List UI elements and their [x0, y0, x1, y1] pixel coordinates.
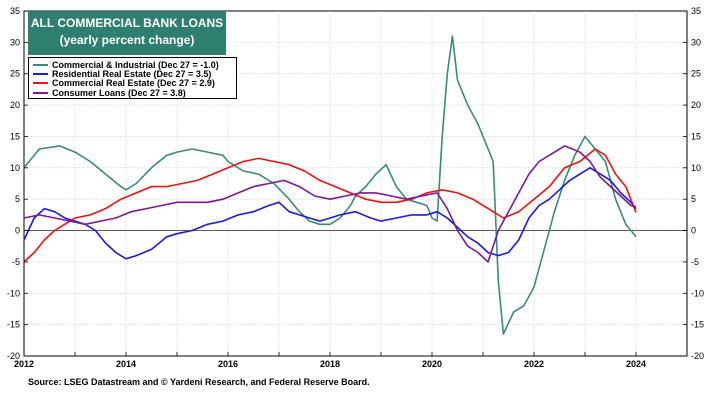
- x-tick-label: 2012: [14, 359, 34, 369]
- y-tick-label-right: 10: [691, 163, 701, 173]
- y-tick-label-right: 0: [691, 226, 696, 236]
- legend-item-commercial-industrial: Commercial & Industrial (Dec 27 = -1.0): [33, 59, 232, 70]
- legend-swatch-consumer-loans: [33, 91, 48, 94]
- x-tick-label: 2018: [320, 359, 340, 369]
- y-axis-right: 35 30 25 20 15 10 5 0 -5 -10 -15 -20: [683, 6, 704, 361]
- y-tick-label-right: 20: [691, 100, 701, 110]
- y-tick-label-left: -5: [12, 257, 20, 267]
- y-tick-label-left: -10: [7, 288, 20, 298]
- legend-item-commercial-real-estate: Commercial Real Estate (Dec 27 = 2.9): [33, 78, 232, 89]
- x-tick-label: 2016: [218, 359, 238, 369]
- y-tick-label-left: 25: [10, 69, 20, 79]
- legend-swatch-commercial-real-estate: [33, 82, 48, 85]
- x-axis: 2012 2014 2016 2018 2020 2022 2024: [14, 352, 688, 369]
- y-tick-label-left: 5: [15, 194, 20, 204]
- y-tick-label-left: -20: [7, 351, 20, 361]
- legend-label: Commercial Real Estate (Dec 27 = 2.9): [52, 78, 215, 89]
- y-tick-label-left: 30: [10, 37, 20, 47]
- y-tick-label-right: 35: [691, 6, 701, 16]
- x-tick-label: 2014: [116, 359, 136, 369]
- y-tick-label-right: -20: [691, 351, 704, 361]
- chart-title-box: ALL COMMERCIAL BANK LOANS (yearly percen…: [28, 11, 226, 55]
- y-tick-label-right: -10: [691, 288, 704, 298]
- chart-subtitle: (yearly percent change): [59, 33, 195, 47]
- x-tick-label: 2020: [422, 359, 442, 369]
- x-tick-label: 2024: [626, 359, 646, 369]
- source-note: Source: LSEG Datastream and © Yardeni Re…: [28, 377, 370, 387]
- series-line-3: [23, 145, 637, 263]
- series-lines: [23, 35, 637, 335]
- legend-swatch-residential-real-estate: [33, 72, 48, 75]
- y-tick-label-right: 25: [691, 69, 701, 79]
- series-line-2: [23, 148, 637, 263]
- y-tick-label-left: 35: [10, 6, 20, 16]
- y-tick-label-left: 10: [10, 163, 20, 173]
- y-tick-label-left: -15: [7, 320, 20, 330]
- legend-label: Commercial & Industrial (Dec 27 = -1.0): [52, 59, 219, 70]
- legend-label: Consumer Loans (Dec 27 = 3.8): [52, 87, 186, 98]
- y-tick-label-left: 20: [10, 100, 20, 110]
- y-tick-label-left: 15: [10, 131, 20, 141]
- legend-item-residential-real-estate: Residential Real Estate (Dec 27 = 3.5): [33, 68, 232, 79]
- y-tick-label-left: 0: [15, 226, 20, 236]
- legend-item-consumer-loans: Consumer Loans (Dec 27 = 3.8): [33, 87, 232, 98]
- chart-title: ALL COMMERCIAL BANK LOANS: [30, 16, 224, 30]
- y-tick-label-right: -5: [691, 257, 699, 267]
- x-tick-label: 2022: [524, 359, 544, 369]
- legend: Commercial & Industrial (Dec 27 = -1.0) …: [28, 57, 237, 99]
- series-line-0: [23, 35, 637, 335]
- y-axis-left: 35 30 25 20 15 10 5 0 -5 -10 -15 -20: [7, 6, 28, 361]
- legend-label: Residential Real Estate (Dec 27 = 3.5): [52, 68, 212, 79]
- y-tick-label-right: 30: [691, 37, 701, 47]
- y-tick-label-right: -15: [691, 320, 704, 330]
- y-tick-label-right: 15: [691, 131, 701, 141]
- y-tick-label-right: 5: [691, 194, 696, 204]
- series-line-1: [23, 167, 637, 260]
- legend-swatch-commercial-industrial: [33, 63, 48, 66]
